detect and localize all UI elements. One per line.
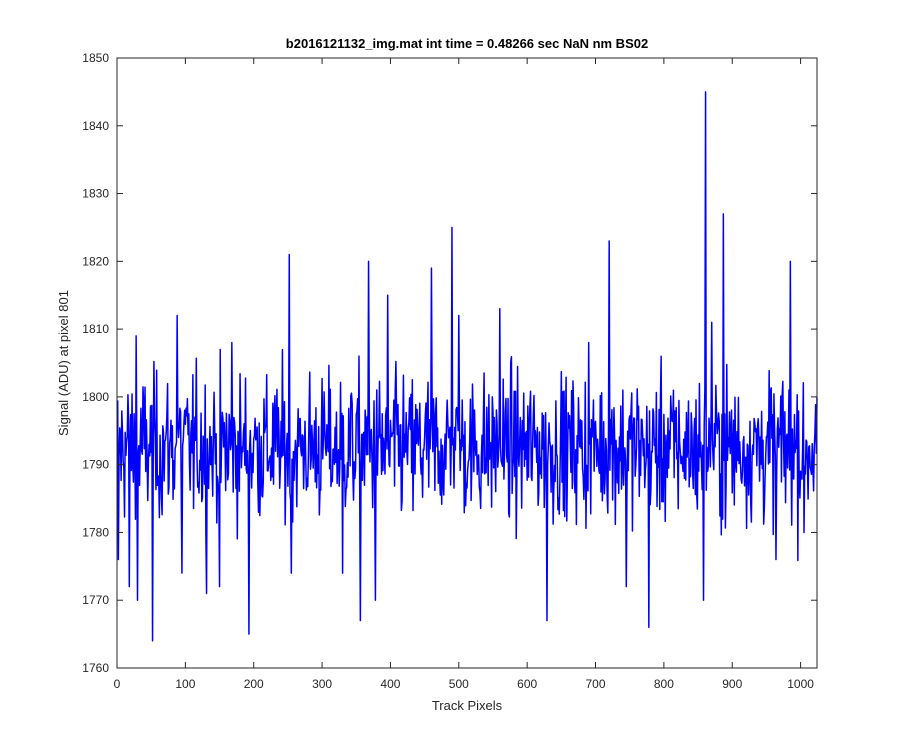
ticks-layer: 0 100 200 300 400 500 600 700 800 900 1000 1760 1770… [82, 51, 817, 691]
y-tick-label: 1820 [82, 254, 109, 268]
x-tick-label: 100 [175, 677, 195, 691]
series-layer [116, 91, 818, 642]
x-tick-label: 500 [449, 677, 469, 691]
y-tick-label: 1810 [82, 322, 109, 336]
x-tick-label: 1000 [787, 677, 814, 691]
x-tick-label: 700 [586, 677, 606, 691]
y-tick-label: 1800 [82, 390, 109, 404]
plot-background [117, 58, 817, 668]
y-tick-label: 1760 [82, 661, 109, 675]
x-tick-label: 0 [114, 677, 121, 691]
y-tick-label: 1780 [82, 525, 109, 539]
x-tick-label: 900 [722, 677, 742, 691]
y-axis-label: Signal (ADU) at pixel 801 [56, 290, 71, 436]
x-tick-label: 200 [244, 677, 264, 691]
y-tick-label: 1850 [82, 51, 109, 65]
x-tick-label: 400 [380, 677, 400, 691]
y-tick-label: 1790 [82, 458, 109, 472]
y-tick-label: 1830 [82, 187, 109, 201]
signal-series-line [116, 91, 818, 642]
plot-frame [116, 57, 818, 669]
x-axis-label: Track Pixels [432, 698, 503, 713]
y-tick-label: 1770 [82, 593, 109, 607]
x-tick-label: 800 [654, 677, 674, 691]
x-tick-label: 600 [517, 677, 537, 691]
x-tick-label: 300 [312, 677, 332, 691]
y-tick-label: 1840 [82, 119, 109, 133]
chart-title: b2016121132_img.mat int time = 0.48266 s… [286, 36, 648, 51]
